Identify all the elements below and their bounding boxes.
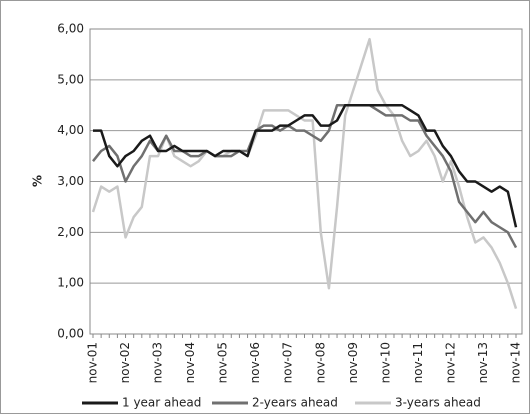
x-tick-label: nov-05 xyxy=(216,342,230,383)
y-tick-label: 0,00 xyxy=(57,327,84,341)
x-tick-label: nov-02 xyxy=(118,342,132,383)
legend-label: 2-years ahead xyxy=(252,396,338,410)
x-tick-label: nov-08 xyxy=(313,342,327,383)
y-tick-label: 5,00 xyxy=(57,72,84,86)
x-tick-label: nov-12 xyxy=(443,342,457,383)
x-tick-label: nov-07 xyxy=(281,342,295,383)
x-tick-label: nov-03 xyxy=(151,342,165,383)
x-tick-label: nov-04 xyxy=(183,342,197,383)
series-line xyxy=(92,104,518,249)
x-tick-label: nov-10 xyxy=(378,342,392,383)
y-axis-label: % xyxy=(31,175,45,187)
y-tick-label: 4,00 xyxy=(57,123,84,137)
x-tick-label: nov-09 xyxy=(346,342,360,383)
x-tick-label: nov-13 xyxy=(476,342,490,383)
legend-label: 1 year ahead xyxy=(122,396,201,410)
series-line xyxy=(93,104,518,228)
y-tick-label: 3,00 xyxy=(57,174,84,188)
y-tick-label: 1,00 xyxy=(57,276,84,290)
x-tick-label: nov-01 xyxy=(86,342,100,383)
y-tick-label: 2,00 xyxy=(57,225,84,239)
y-tick-label: 6,00 xyxy=(57,22,84,36)
x-tick-label: nov-14 xyxy=(509,342,523,383)
plot-frame xyxy=(89,28,523,335)
legend-label: 3-years ahead xyxy=(395,396,481,410)
x-tick-label: nov-11 xyxy=(411,342,425,383)
x-tick-label: nov-06 xyxy=(248,342,262,383)
